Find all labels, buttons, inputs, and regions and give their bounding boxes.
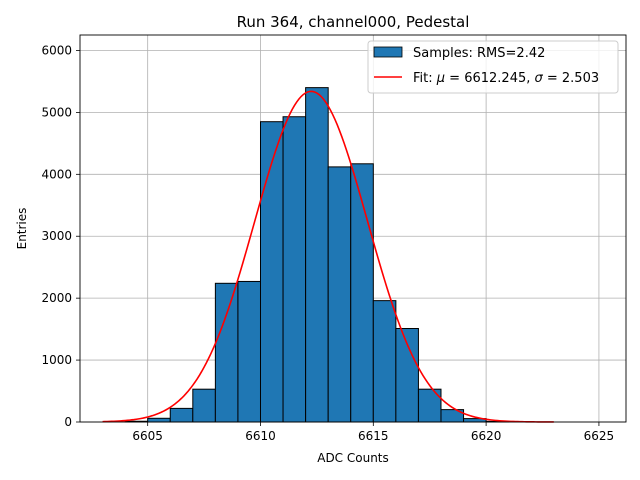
legend-sigma-symbol: σ	[535, 71, 544, 86]
plot-frame	[79, 34, 627, 423]
fit-curve	[102, 90, 554, 423]
x-tick-label: 6620	[471, 429, 502, 443]
legend-mu-value: = 6612.245,	[445, 71, 534, 86]
histogram-bar	[214, 282, 239, 423]
x-axis-label: ADC Counts	[317, 451, 389, 465]
x-axis-ticks: 6605 6610 6615 6620 6625	[132, 422, 614, 443]
legend-mu-symbol: μ	[436, 71, 445, 86]
y-tick-label: 1000	[41, 353, 72, 367]
x-tick-label: 6610	[245, 429, 276, 443]
legend-samples-label: Samples: RMS=2.42	[413, 46, 545, 61]
histogram-bar	[147, 417, 171, 423]
legend-fit-label: Fit: μ = 6612.245, σ = 2.503	[413, 71, 599, 86]
y-tick-label: 0	[64, 415, 72, 429]
y-axis-label: Entries	[15, 208, 29, 250]
legend: Samples: RMS=2.42 Fit: μ = 6612.245, σ =…	[367, 40, 619, 94]
histogram-bar	[282, 116, 307, 423]
histogram-bar	[192, 388, 216, 423]
histogram-bar	[237, 280, 261, 423]
legend-fit-prefix: Fit:	[413, 71, 437, 86]
histogram-bar	[327, 166, 352, 423]
x-tick-label: 6615	[358, 429, 389, 443]
legend-samples-swatch	[373, 46, 403, 58]
x-tick-label: 6605	[132, 429, 163, 443]
y-tick-label: 2000	[41, 291, 72, 305]
y-axis-ticks: 0 1000 2000 3000 4000 5000 6000	[41, 43, 80, 429]
legend-box	[367, 40, 619, 94]
histogram-bar	[305, 87, 329, 423]
histogram-bar	[169, 407, 194, 423]
y-tick-label: 3000	[41, 229, 72, 243]
histogram-bars	[124, 87, 510, 423]
x-tick-label: 6625	[584, 429, 615, 443]
y-tick-label: 4000	[41, 167, 72, 181]
chart-title: Run 364, channel000, Pedestal	[237, 13, 470, 31]
histogram-bar	[372, 300, 397, 423]
legend-sigma-value: = 2.503	[543, 71, 599, 86]
histogram-bar	[259, 121, 284, 423]
y-tick-label: 5000	[41, 105, 72, 119]
y-tick-label: 6000	[41, 43, 72, 57]
